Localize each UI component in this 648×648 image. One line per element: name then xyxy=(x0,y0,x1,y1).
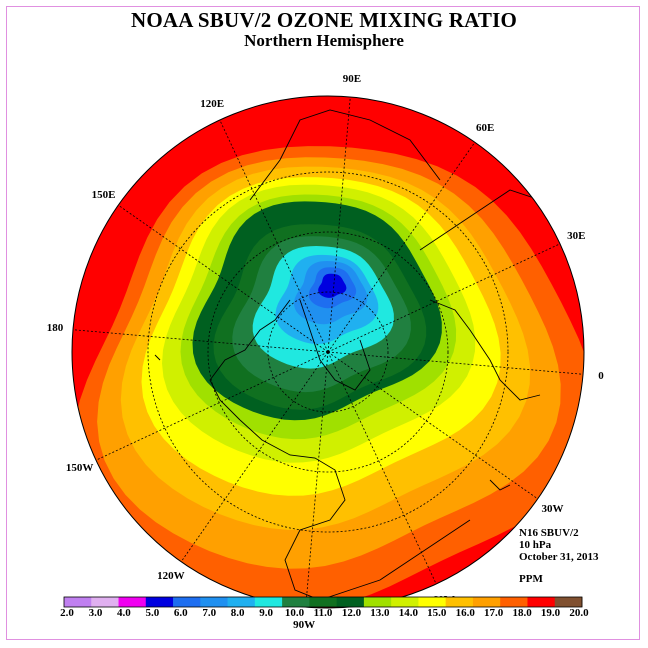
colorbar-swatch xyxy=(554,597,583,607)
date-label: October 31, 2013 xyxy=(519,551,599,563)
units-label: PPM xyxy=(519,573,543,585)
colorbar-tick-label: 14.0 xyxy=(398,607,418,619)
colorbar-swatch xyxy=(227,597,256,607)
coastline xyxy=(429,299,541,401)
latitude-circle xyxy=(207,231,449,473)
longitude-label: 90E xyxy=(342,73,362,86)
colorbar-swatch xyxy=(391,597,419,607)
colorbar-tick-label: 4.0 xyxy=(117,607,131,619)
meridian-line xyxy=(118,204,329,353)
latitude-circle xyxy=(267,291,389,413)
colorbar-tick-label: 19.0 xyxy=(540,607,561,619)
longitude-label: 120E xyxy=(200,97,225,110)
plot-frame xyxy=(6,6,640,640)
meridian-line xyxy=(327,142,476,353)
page-title: NOAA SBUV/2 OZONE MIXING RATIO xyxy=(131,8,517,32)
colorbar-tick-label: 15.0 xyxy=(427,607,447,619)
info-block: N16 SBUV/2 10 hPa October 31, 2013 PPM xyxy=(519,527,599,585)
page-subtitle: Northern Hemisphere xyxy=(244,31,404,50)
colorbar-swatch xyxy=(500,597,528,607)
meridian-line xyxy=(219,119,329,353)
longitude-label: 180 xyxy=(46,322,64,335)
coastlines xyxy=(154,109,576,601)
colorbar-swatch xyxy=(254,597,283,607)
meridian-line xyxy=(327,243,561,353)
contour-band xyxy=(318,273,347,298)
colorbar-tick-label: 7.0 xyxy=(202,607,217,619)
longitude-label: 0 xyxy=(598,369,604,382)
colorbar-swatch xyxy=(118,597,147,607)
colorbar-tick-label: 5.0 xyxy=(145,607,160,619)
colorbar-swatch xyxy=(418,597,447,607)
colorbar-swatch xyxy=(282,597,310,607)
colorbar-swatch xyxy=(145,597,174,607)
meridian-line xyxy=(305,351,329,608)
coastline xyxy=(249,109,441,201)
colorbar-tick-label: 8.0 xyxy=(230,607,245,619)
coastline xyxy=(299,299,371,391)
latitude-circle xyxy=(147,171,509,533)
satellite-label: N16 SBUV/2 xyxy=(519,527,579,539)
map-boundary xyxy=(71,95,585,609)
longitude-label: 30E xyxy=(567,230,586,243)
colorbar-swatch xyxy=(472,597,501,607)
longitude-label: 30W xyxy=(541,503,564,516)
coastline xyxy=(349,519,471,591)
colorbar-tick-label: 18.0 xyxy=(512,607,532,619)
lat-lon-grid xyxy=(72,96,584,608)
colorbar-tick-label: 16.0 xyxy=(455,607,475,619)
colorbar-swatch xyxy=(445,597,474,607)
colorbar-swatch xyxy=(91,597,119,607)
meridian-line xyxy=(95,351,329,461)
colorbar-border xyxy=(63,596,583,608)
coastline xyxy=(154,354,161,361)
colorbar-swatch xyxy=(363,597,392,607)
meridian-line xyxy=(72,329,329,353)
colorbar-tick-label: 3.0 xyxy=(88,607,103,619)
colorbar-tick-label: 10.0 xyxy=(284,607,305,619)
colorbar-tick-label: 2.0 xyxy=(60,607,74,619)
colorbar-tick-label: 17.0 xyxy=(484,607,504,619)
colorbar-swatch xyxy=(527,597,556,607)
colorbar-swatch xyxy=(64,597,92,607)
longitude-label: 60E xyxy=(475,121,495,134)
meridian-line xyxy=(180,351,329,562)
longitude-label: 150E xyxy=(91,188,116,201)
meridian-line xyxy=(327,351,437,585)
colorbar-tick-label: 6.0 xyxy=(173,607,188,619)
colorbar-tick-label: 11.0 xyxy=(313,607,333,619)
meridian-line xyxy=(327,351,538,500)
coastline xyxy=(209,299,291,421)
meridian-line xyxy=(327,351,584,375)
colorbar-tick-label: 9.0 xyxy=(259,607,273,619)
longitude-label: 120W xyxy=(157,570,185,583)
colorbar-tick-label: 20.0 xyxy=(569,607,589,619)
longitude-label: 90W xyxy=(293,618,316,631)
colorbar-tick-label: 12.0 xyxy=(341,607,362,619)
colorbar-tick-label: 13.0 xyxy=(370,607,390,619)
colorbar-swatch xyxy=(309,597,338,607)
longitude-label: 150W xyxy=(65,461,94,474)
colorbar-swatch xyxy=(200,597,228,607)
coastline xyxy=(239,419,351,601)
coastline xyxy=(489,479,511,491)
pressure-level-label: 10 hPa xyxy=(519,539,552,551)
meridian-line xyxy=(327,96,351,353)
colorbar-swatch xyxy=(336,597,365,607)
colorbar-swatch xyxy=(173,597,201,607)
